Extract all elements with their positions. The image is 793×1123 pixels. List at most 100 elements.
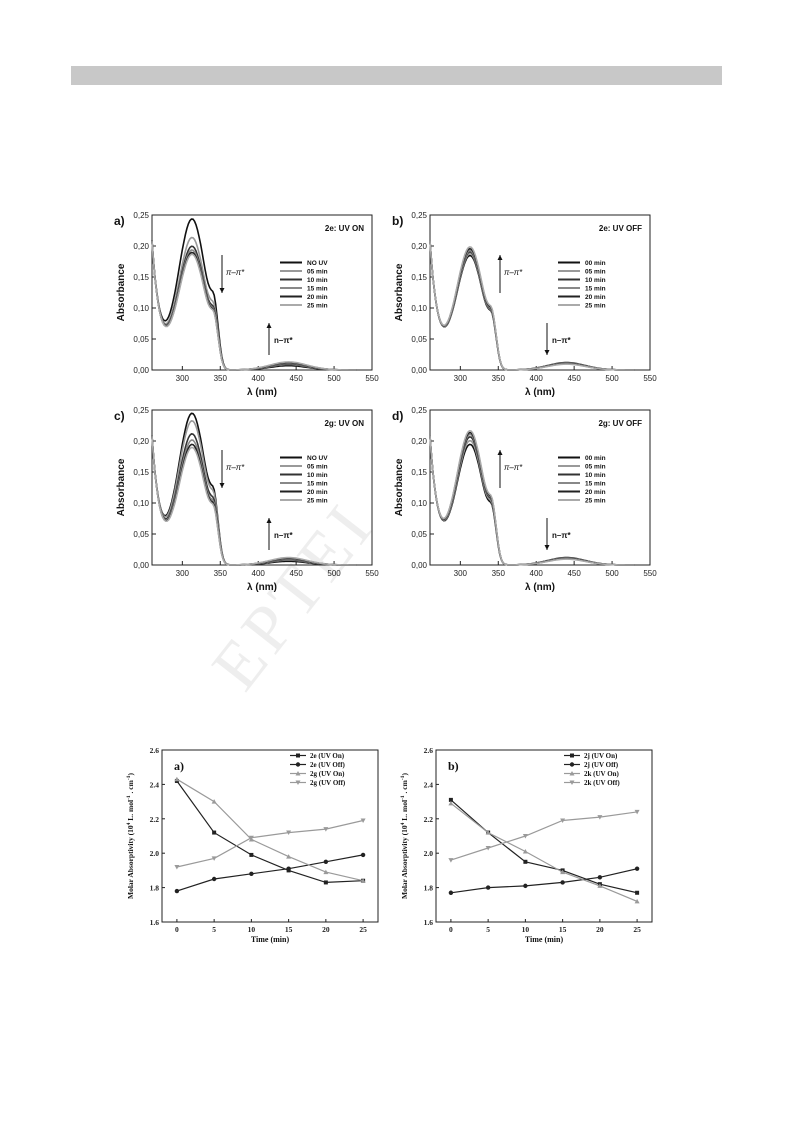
pi-arrow-label: π–π* (226, 268, 245, 277)
y-tick-label: 0,25 (411, 211, 427, 220)
x-tick-label: 350 (214, 374, 228, 383)
legend-label: 2k (UV On) (584, 770, 620, 778)
n-arrow-label: n–π* (274, 531, 293, 540)
n-arrow-head (544, 350, 550, 355)
pi-arrow-label: π–π* (226, 463, 245, 472)
data-point (286, 866, 291, 871)
y-tick-label: 0,10 (411, 499, 427, 508)
x-tick-label: 300 (454, 569, 468, 578)
y-tick-label: 0,05 (411, 335, 427, 344)
legend-label: 2g (UV Off) (310, 779, 346, 787)
data-point (212, 830, 217, 835)
panel-title: 2g: UV ON (324, 419, 364, 428)
y-tick-label: 0,05 (411, 530, 427, 539)
y-tick-label: 1.6 (150, 918, 160, 927)
y-axis-label: Absorbance (394, 458, 405, 516)
data-point (295, 771, 301, 776)
data-point (485, 846, 491, 851)
x-tick-label: 20 (322, 925, 330, 934)
n-arrow-label: n–π* (552, 336, 571, 345)
legend-label: 2g (UV On) (310, 770, 345, 778)
legend-label: 15 min (585, 286, 606, 293)
y-tick-label: 0,20 (133, 242, 149, 251)
y-tick-label: 0,05 (133, 530, 149, 539)
pi-arrow-label: π–π* (504, 268, 523, 277)
x-tick-label: 10 (248, 925, 256, 934)
legend-label: 15 min (307, 481, 328, 488)
legend-label: 05 min (307, 269, 328, 276)
x-axis-label: λ (nm) (525, 582, 555, 593)
data-point (360, 878, 366, 883)
legend-label: 05 min (585, 464, 606, 471)
x-tick-label: 5 (486, 925, 490, 934)
legend-label: 20 min (585, 489, 606, 496)
legend-label: 25 min (585, 498, 606, 505)
x-tick-label: 350 (492, 374, 506, 383)
x-tick-label: 550 (365, 569, 379, 578)
x-tick-label: 400 (252, 569, 266, 578)
spectrum-series-line (429, 240, 635, 371)
panel-label: a) (114, 214, 125, 228)
y-tick-label: 0,10 (133, 499, 149, 508)
legend-label: 10 min (585, 277, 606, 284)
y-tick-label: 1.8 (424, 884, 434, 893)
legend-label: 10 min (307, 277, 328, 284)
data-point (485, 885, 491, 890)
data-point (485, 830, 491, 835)
y-tick-label: 0,10 (411, 304, 427, 313)
y-tick-label: 0,20 (411, 242, 427, 251)
y-tick-label: 0,00 (411, 366, 427, 375)
molar-absorptivity-chart-b: 0 5 10 15 20 25 1.6 1.8 2.0 2.2 2.4 2.6 Time (min) Mo… (400, 746, 653, 944)
data-point (560, 869, 566, 875)
header-bar (71, 66, 722, 85)
y-tick-label: 0,10 (133, 304, 149, 313)
legend-label: 25 min (307, 498, 328, 505)
y-tick-label: 0,20 (133, 437, 149, 446)
y-tick-label: 0,15 (133, 273, 149, 282)
n-arrow-head (544, 545, 550, 550)
n-arrow-head (266, 518, 272, 523)
spectrum-chart-b: 300 350 400 450 500 550 0,00 0,05 0,10 0,15 0,20 0,… (392, 211, 657, 398)
data-point (323, 827, 329, 832)
plot-frame (151, 409, 373, 566)
legend-label: 05 min (585, 269, 606, 276)
x-tick-label: 0 (175, 925, 179, 934)
x-tick-label: 300 (454, 374, 468, 383)
legend-label: 20 min (307, 294, 328, 301)
legend-label: 00 min (585, 455, 606, 462)
legend-label: 25 min (585, 303, 606, 310)
data-point (448, 858, 454, 863)
y-tick-label: 0,00 (411, 561, 427, 570)
data-point (560, 818, 566, 824)
panel-label: c) (114, 409, 125, 423)
data-point (249, 852, 254, 857)
pi-arrow-head (219, 288, 225, 293)
y-tick-label: 1.8 (150, 884, 160, 893)
series-line (450, 868, 638, 894)
legend-label: 15 min (585, 481, 606, 488)
data-point (634, 898, 640, 904)
x-tick-label: 15 (285, 925, 293, 934)
spectrum-series-line (429, 429, 635, 566)
x-tick-label: 500 (327, 569, 341, 578)
spectrum-chart-c: 300 350 400 450 500 550 0,00 0,05 0,10 0,15 0,20 0,… (114, 406, 379, 593)
data-point (522, 834, 528, 839)
data-point (286, 830, 292, 836)
data-point (523, 883, 528, 889)
series-line (176, 819, 364, 868)
panel-title: 2g: UV OFF (598, 419, 642, 428)
y-tick-label: 2.2 (150, 815, 160, 824)
x-axis-label: λ (nm) (525, 387, 555, 398)
y-tick-label: 0,00 (133, 366, 149, 375)
x-tick-label: 450 (567, 569, 581, 578)
spectrum-chart-a: 300 350 400 450 500 550 0,00 0,05 0,10 0,15 0,20 0,… (114, 211, 379, 398)
x-tick-label: 300 (176, 374, 190, 383)
x-tick-label: 550 (365, 374, 379, 383)
series-line (450, 802, 638, 902)
legend-label: 15 min (307, 286, 328, 293)
legend-label: 00 min (585, 260, 606, 267)
x-tick-label: 500 (605, 569, 619, 578)
spectrum-series-line (151, 436, 357, 566)
n-arrow-label: n–π* (552, 531, 571, 540)
data-point (211, 876, 217, 882)
